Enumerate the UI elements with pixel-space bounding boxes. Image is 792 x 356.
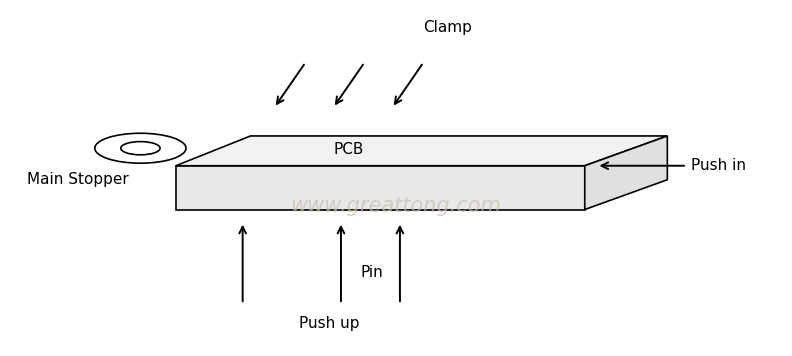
Text: Push up: Push up [299, 316, 360, 331]
Polygon shape [584, 136, 668, 210]
Polygon shape [176, 166, 584, 210]
Text: PCB: PCB [333, 142, 364, 157]
Polygon shape [176, 136, 668, 166]
Text: Pin: Pin [360, 265, 383, 280]
Text: Clamp: Clamp [423, 20, 471, 35]
Text: www.greattong.com: www.greattong.com [291, 196, 501, 216]
Ellipse shape [95, 133, 186, 163]
Text: Main Stopper: Main Stopper [27, 172, 128, 187]
Ellipse shape [120, 142, 160, 155]
Text: Push in: Push in [691, 158, 746, 173]
